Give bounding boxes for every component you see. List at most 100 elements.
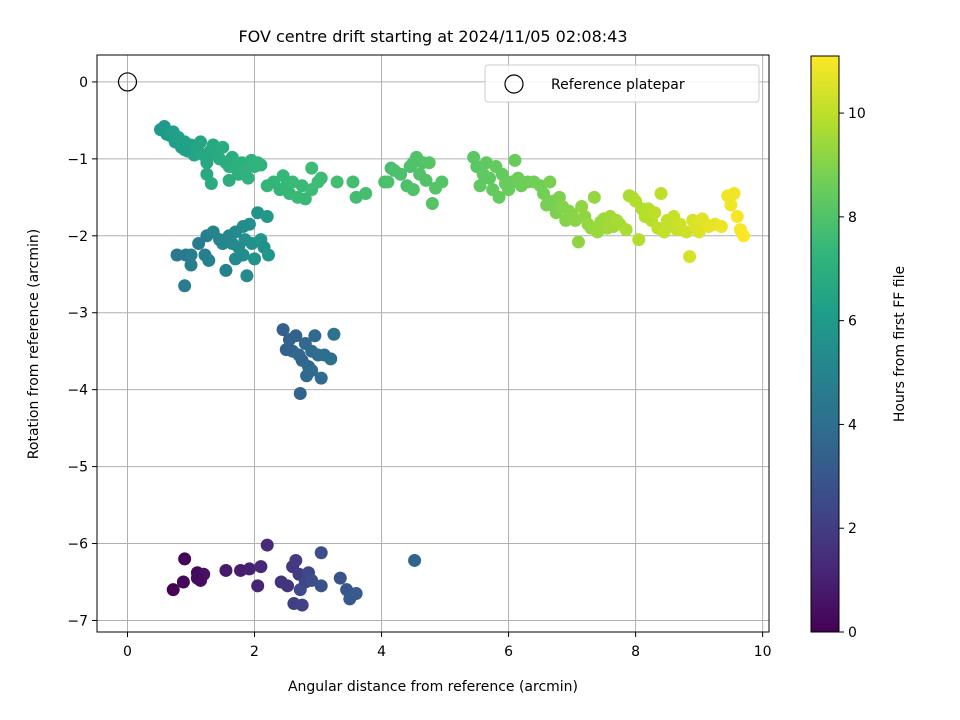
data-point <box>289 553 303 567</box>
data-point <box>184 258 198 272</box>
colorbar-tick-label: 4 <box>848 417 857 433</box>
data-point <box>508 153 522 167</box>
data-point <box>178 279 192 293</box>
data-point <box>276 323 290 337</box>
data-point <box>737 229 751 243</box>
data-point <box>333 571 347 585</box>
data-point <box>727 186 741 200</box>
data-point <box>537 186 551 200</box>
data-point <box>406 183 420 197</box>
data-point <box>170 248 184 262</box>
data-point <box>261 248 275 262</box>
data-point <box>260 538 274 552</box>
data-point <box>228 252 242 266</box>
data-point <box>254 560 268 574</box>
y-tick-label: −4 <box>67 383 88 399</box>
data-point <box>587 190 601 204</box>
data-point <box>176 575 190 589</box>
x-tick-label: 2 <box>250 644 259 660</box>
legend: Reference platepar <box>484 64 760 103</box>
data-point <box>683 250 697 264</box>
y-tick-label: 0 <box>79 75 88 91</box>
data-point <box>225 150 239 164</box>
data-point <box>308 329 322 343</box>
data-point <box>216 140 230 154</box>
data-point <box>346 175 360 189</box>
data-point <box>349 587 363 601</box>
data-point <box>483 171 497 185</box>
data-point <box>178 143 192 157</box>
data-point <box>327 327 341 341</box>
data-point <box>202 253 216 267</box>
data-point <box>679 225 693 239</box>
data-point <box>236 220 250 234</box>
data-point <box>240 269 254 283</box>
colorbar-tick-label: 2 <box>848 521 857 537</box>
x-axis-ticks: 0 2 4 6 8 10 <box>123 632 772 660</box>
data-point <box>575 200 589 214</box>
y-tick-label: −5 <box>67 460 88 476</box>
colorbar-tick-label: 8 <box>848 210 857 226</box>
colorbar-tick-label: 6 <box>848 314 857 330</box>
data-point <box>200 156 214 170</box>
data-point <box>298 192 312 206</box>
x-tick-label: 10 <box>754 644 772 660</box>
legend-marker-icon <box>504 74 524 94</box>
data-point <box>184 248 198 262</box>
data-point <box>314 579 328 593</box>
data-point <box>295 598 309 612</box>
colorbar: 0 2 4 6 8 10 Hours from first FF file <box>810 55 908 641</box>
plot-frame <box>96 54 770 633</box>
x-tick-label: 0 <box>123 644 132 660</box>
data-point <box>324 352 338 366</box>
y-tick-label: −3 <box>67 306 88 322</box>
colorbar-gradient <box>810 55 840 633</box>
data-point <box>422 156 436 170</box>
data-point <box>305 573 319 587</box>
data-point <box>260 210 274 224</box>
data-point <box>571 235 585 249</box>
data-point <box>654 186 668 200</box>
data-point <box>492 190 506 204</box>
y-tick-label: −2 <box>67 229 88 245</box>
data-point <box>394 167 408 181</box>
scatter-points <box>154 120 751 612</box>
data-point <box>543 175 557 189</box>
x-axis-label: Angular distance from reference (arcmin) <box>288 679 578 695</box>
data-point <box>219 563 233 577</box>
data-point <box>714 220 728 234</box>
data-point <box>194 135 208 149</box>
reference-platepar-point <box>117 72 138 92</box>
reference-marker <box>117 72 138 92</box>
y-axis-label: Rotation from reference (arcmin) <box>26 229 42 459</box>
data-point <box>473 179 487 193</box>
x-tick-label: 6 <box>504 644 513 660</box>
y-axis-ticks: 0 −1 −2 −3 −4 −5 −6 −7 <box>67 75 97 629</box>
data-point <box>222 173 236 187</box>
data-point <box>166 583 180 597</box>
data-point <box>242 562 256 576</box>
y-tick-label: −6 <box>67 537 88 553</box>
data-point <box>200 167 214 181</box>
data-point <box>289 329 303 343</box>
data-point <box>330 175 344 189</box>
data-point <box>241 171 255 185</box>
data-point <box>359 186 373 200</box>
colorbar-ticks: 0 2 4 6 8 10 <box>839 106 866 641</box>
data-point <box>178 552 192 566</box>
data-point <box>381 175 395 189</box>
data-point <box>192 236 206 250</box>
data-point <box>314 371 328 385</box>
data-point <box>251 579 265 593</box>
data-point <box>425 196 439 210</box>
y-tick-label: −1 <box>67 152 88 168</box>
data-point <box>305 363 319 377</box>
legend-box <box>484 64 760 103</box>
data-point <box>305 161 319 175</box>
data-point <box>248 252 262 266</box>
data-point <box>190 571 204 585</box>
chart-title: FOV centre drift starting at 2024/11/05 … <box>238 27 627 46</box>
data-point <box>293 583 307 597</box>
grid-lines <box>97 55 769 632</box>
